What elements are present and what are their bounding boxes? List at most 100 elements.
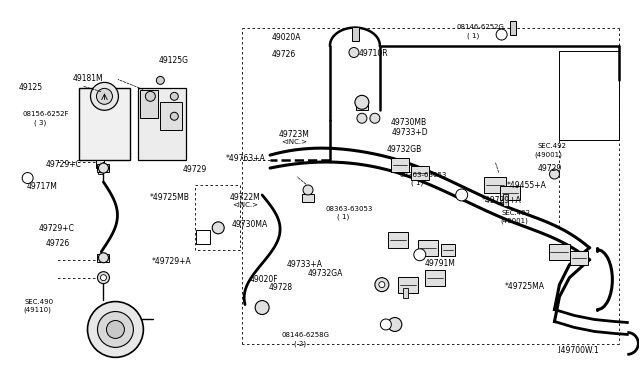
- Bar: [99, 168, 104, 174]
- Text: 08156-6252F: 08156-6252F: [22, 111, 69, 117]
- Text: 49722M: 49722M: [229, 193, 260, 202]
- Circle shape: [90, 82, 118, 110]
- Bar: [138, 89, 186, 160]
- Bar: [500, 186, 520, 200]
- Text: *49455+A: *49455+A: [506, 182, 547, 190]
- Text: (49001): (49001): [500, 218, 528, 224]
- Text: 49181M: 49181M: [73, 74, 104, 83]
- Bar: [418, 240, 438, 256]
- Circle shape: [388, 318, 402, 331]
- Text: *49725MB: *49725MB: [150, 193, 189, 202]
- Circle shape: [349, 48, 359, 58]
- Circle shape: [496, 29, 507, 40]
- Bar: [161, 102, 182, 130]
- Bar: [502, 194, 508, 206]
- Bar: [196, 230, 210, 244]
- Text: 49733+A: 49733+A: [287, 260, 323, 269]
- Circle shape: [99, 253, 108, 263]
- Circle shape: [375, 278, 389, 292]
- Text: B: B: [26, 176, 30, 180]
- Bar: [509, 20, 516, 35]
- Bar: [79, 89, 131, 160]
- Text: B: B: [21, 176, 26, 180]
- Bar: [403, 288, 408, 298]
- Text: 49791M: 49791M: [425, 259, 456, 268]
- Circle shape: [456, 189, 468, 201]
- Bar: [484, 177, 506, 193]
- Circle shape: [97, 272, 109, 283]
- Circle shape: [88, 302, 143, 357]
- Circle shape: [100, 275, 106, 280]
- Circle shape: [145, 92, 156, 101]
- Circle shape: [370, 113, 380, 123]
- Text: SEC.492: SEC.492: [537, 143, 566, 149]
- Bar: [548, 244, 570, 260]
- Bar: [352, 26, 359, 41]
- Text: 49728: 49728: [269, 283, 293, 292]
- Circle shape: [22, 173, 33, 183]
- Text: ( 1): ( 1): [467, 33, 479, 39]
- Circle shape: [550, 169, 559, 179]
- Text: 08146-6252G: 08146-6252G: [457, 24, 504, 30]
- Bar: [97, 254, 109, 262]
- Circle shape: [156, 76, 164, 84]
- Bar: [441, 244, 454, 256]
- Circle shape: [99, 163, 108, 173]
- Circle shape: [380, 319, 391, 330]
- Bar: [97, 160, 104, 168]
- Text: ( 3): ( 3): [34, 119, 46, 125]
- Bar: [140, 90, 158, 118]
- Bar: [391, 158, 409, 172]
- Circle shape: [170, 112, 179, 120]
- Circle shape: [303, 185, 313, 195]
- Bar: [388, 232, 408, 248]
- Circle shape: [357, 113, 367, 123]
- Circle shape: [355, 95, 369, 109]
- Text: .I49700W.1: .I49700W.1: [556, 346, 599, 355]
- Bar: [97, 164, 109, 172]
- Text: 49729+C: 49729+C: [45, 160, 81, 169]
- Circle shape: [212, 222, 224, 234]
- Text: 49723M: 49723M: [278, 129, 309, 139]
- Text: B: B: [499, 32, 504, 37]
- Text: 08146-6258G: 08146-6258G: [282, 332, 330, 338]
- Text: 49729: 49729: [182, 165, 207, 174]
- Text: 49729+C: 49729+C: [39, 224, 75, 233]
- Text: S: S: [417, 252, 422, 257]
- Text: 49729: 49729: [537, 164, 561, 173]
- Text: 49125: 49125: [19, 83, 43, 92]
- Text: 08363-63053: 08363-63053: [400, 172, 447, 178]
- Circle shape: [255, 301, 269, 314]
- Text: <INC.>: <INC.>: [232, 202, 258, 208]
- Text: *49725MA: *49725MA: [505, 282, 545, 291]
- Bar: [570, 251, 588, 265]
- Text: 49125G: 49125G: [159, 56, 189, 65]
- Circle shape: [106, 321, 124, 339]
- Text: B: B: [460, 192, 464, 198]
- Text: *49729+A: *49729+A: [482, 196, 522, 205]
- Text: 08363-63053: 08363-63053: [326, 206, 373, 212]
- Text: SEC.492: SEC.492: [501, 210, 531, 216]
- Text: 49733+D: 49733+D: [392, 128, 428, 137]
- Circle shape: [170, 92, 179, 100]
- Text: *49729+A: *49729+A: [152, 257, 192, 266]
- Text: ( 1): ( 1): [412, 180, 424, 186]
- Text: 49717M: 49717M: [26, 182, 57, 191]
- Text: A: A: [200, 234, 206, 240]
- Text: ( 1): ( 1): [337, 214, 349, 220]
- Circle shape: [97, 89, 113, 104]
- Text: 49730MB: 49730MB: [390, 118, 426, 127]
- Text: ( 2): ( 2): [294, 340, 307, 347]
- Bar: [302, 194, 314, 202]
- Text: B: B: [384, 322, 388, 327]
- Text: *49763+A: *49763+A: [225, 154, 266, 163]
- Text: 49710R: 49710R: [358, 49, 388, 58]
- Text: (49001): (49001): [534, 151, 563, 158]
- Bar: [398, 277, 418, 293]
- Text: (49110): (49110): [23, 307, 51, 313]
- Bar: [425, 270, 445, 286]
- Text: 49726: 49726: [45, 239, 70, 248]
- Circle shape: [97, 311, 133, 347]
- Bar: [559, 51, 620, 140]
- Text: 49732GB: 49732GB: [387, 145, 422, 154]
